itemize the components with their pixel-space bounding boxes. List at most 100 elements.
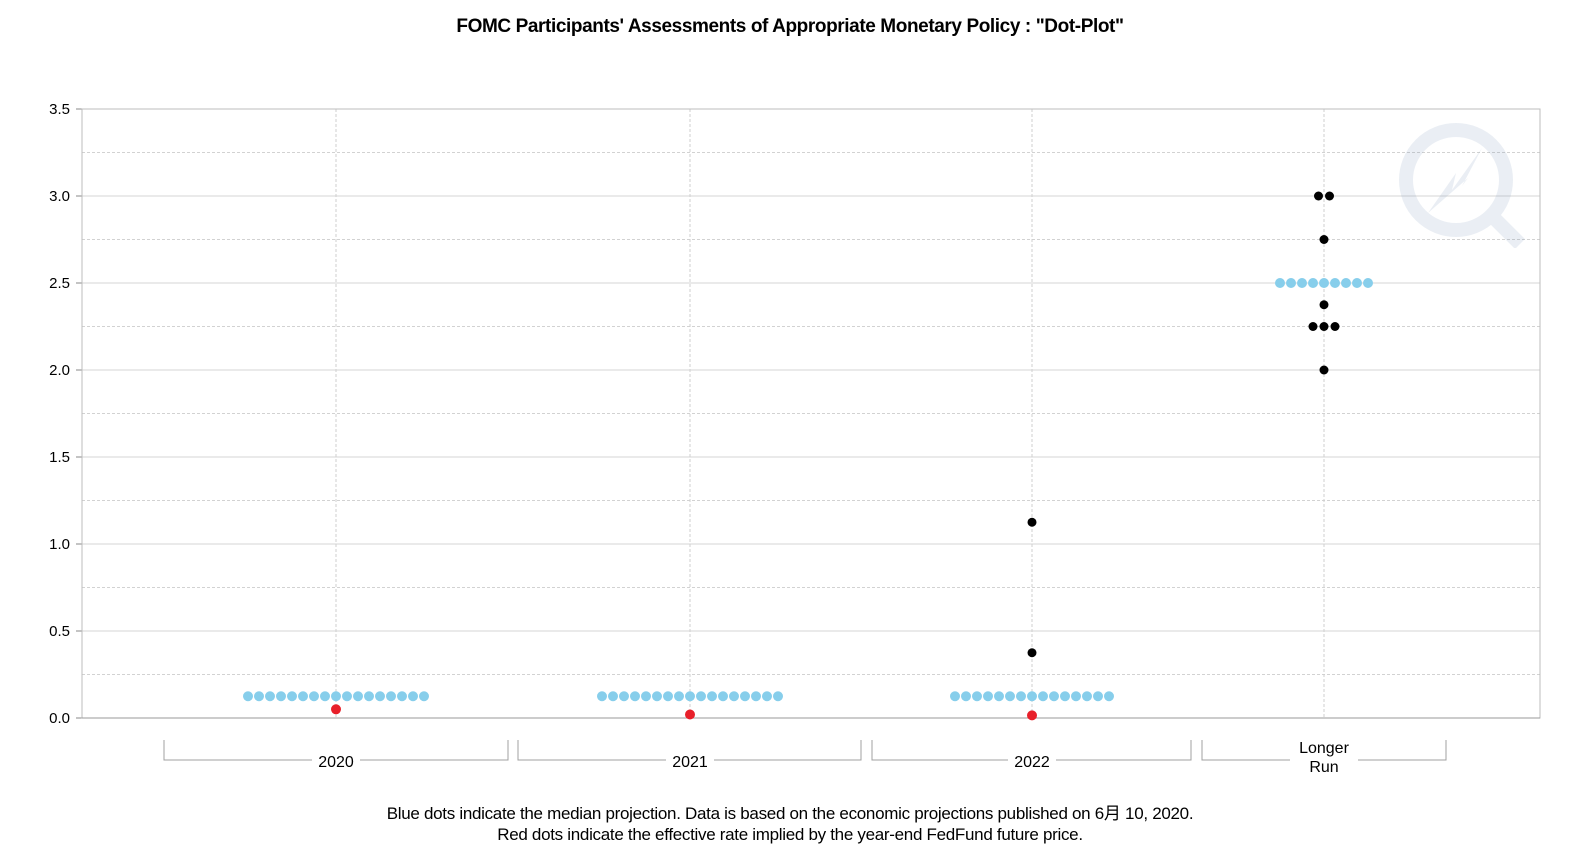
- median-dot: [408, 691, 418, 702]
- median-dot: [1341, 278, 1351, 288]
- median-dot: [751, 691, 761, 702]
- median-dot: [1038, 691, 1048, 702]
- median-dot: [1049, 691, 1059, 702]
- median-dot: [597, 691, 607, 702]
- y-tick-label: 3.5: [49, 101, 70, 118]
- median-dot: [1016, 691, 1026, 702]
- category-bracket-right: [360, 740, 509, 761]
- median-dot: [718, 691, 728, 702]
- plot-frame: [81, 108, 1541, 719]
- participants-dot: [1319, 300, 1329, 310]
- median-dot: [397, 691, 407, 702]
- median-dot: [1005, 691, 1015, 702]
- category-bracket-right: [1056, 740, 1192, 761]
- median-dot: [364, 691, 374, 702]
- footnote-line-median: Blue dots indicate the median projection…: [386, 804, 1194, 823]
- median-dot: [375, 691, 385, 702]
- axis-layer: 0.0 0.5 1.0 1.5 2.0 2.5 3.0 3.5: [49, 101, 1541, 727]
- median-dot: [386, 691, 396, 702]
- y-tick-label: 3.0: [49, 188, 70, 205]
- median-dot: [696, 691, 706, 702]
- median-dot: [619, 691, 629, 702]
- median-dot: [641, 691, 651, 702]
- category-bracket-left: [1201, 740, 1290, 761]
- median-dot: [1104, 691, 1114, 702]
- median-dot: [353, 691, 363, 702]
- median-dot: [1060, 691, 1070, 702]
- median-dot: [1330, 278, 1340, 288]
- median-dot: [630, 691, 640, 702]
- participants-dot: [1027, 517, 1037, 527]
- participants-dot: [1319, 322, 1329, 331]
- median-dot: [1071, 691, 1081, 702]
- implied-dot: [1027, 710, 1037, 721]
- median-dot: [287, 691, 297, 702]
- median-dot: [276, 691, 286, 702]
- participants-dot: [1325, 191, 1334, 201]
- y-tick-label: 2.5: [49, 275, 70, 292]
- y-tick-label: 2.0: [49, 362, 70, 379]
- grid-layer: [82, 108, 1540, 718]
- category-bracket-left: [871, 740, 1008, 761]
- median-dot: [419, 691, 429, 702]
- median-dot: [961, 691, 971, 702]
- median-dot: [331, 691, 341, 702]
- median-dot: [309, 691, 319, 702]
- participants-dot: [1319, 365, 1329, 375]
- median-dot: [1093, 691, 1103, 702]
- median-dot: [254, 691, 264, 702]
- median-dot: [1352, 278, 1362, 288]
- median-dot: [707, 691, 717, 702]
- median-dot: [729, 691, 739, 702]
- median-dot: [663, 691, 673, 702]
- category-bracket-left: [163, 740, 312, 761]
- median-dot: [685, 691, 695, 702]
- median-dot: [342, 691, 352, 702]
- implied-dot: [685, 709, 695, 720]
- y-tick-label: 1.0: [49, 536, 70, 553]
- participants-dot: [1027, 648, 1037, 658]
- median-dot: [298, 691, 308, 702]
- watermark-logo-icon: [1399, 123, 1525, 248]
- median-dot: [1275, 278, 1285, 288]
- median-dot: [265, 691, 275, 702]
- category-label: 2022: [1014, 754, 1050, 771]
- median-dot: [972, 691, 982, 702]
- category-label: Longer: [1299, 740, 1349, 757]
- median-dot: [740, 691, 750, 702]
- median-dot: [994, 691, 1004, 702]
- median-dot: [320, 691, 330, 702]
- y-tick-label: 0.5: [49, 623, 70, 640]
- category-layer: 2020 2021 2022 Longer Run: [163, 740, 1447, 776]
- median-dot: [1286, 278, 1296, 288]
- median-dot: [1363, 278, 1373, 288]
- chart-title: FOMC Participants' Assessments of Approp…: [456, 16, 1124, 37]
- participants-dot: [1319, 235, 1329, 244]
- category-label: Run: [1309, 759, 1338, 776]
- footnote-line-implied: Red dots indicate the effective rate imp…: [497, 825, 1083, 844]
- dots-layer: [243, 191, 1373, 721]
- median-dot: [608, 691, 618, 702]
- y-tick-label: 0.0: [49, 710, 70, 727]
- category-bracket-right: [714, 740, 862, 761]
- median-dot: [674, 691, 684, 702]
- category-label: 2021: [672, 754, 708, 771]
- category-label: 2020: [318, 754, 354, 771]
- category-bracket-left: [517, 740, 666, 761]
- y-tick-label: 1.5: [49, 449, 70, 466]
- median-dot: [1082, 691, 1092, 702]
- median-dot: [983, 691, 993, 702]
- participants-dot: [1308, 322, 1318, 331]
- category-bracket-right: [1358, 740, 1447, 761]
- implied-dot: [331, 704, 341, 715]
- participants-dot: [1314, 191, 1323, 201]
- footnote: Blue dots indicate the median projection…: [0, 803, 1580, 845]
- median-dot: [1308, 278, 1318, 288]
- median-dot: [1027, 691, 1037, 702]
- participants-dot: [1330, 322, 1340, 331]
- median-dot: [652, 691, 662, 702]
- median-dot: [1319, 278, 1329, 288]
- median-dot: [950, 691, 960, 702]
- median-dot: [1297, 278, 1307, 288]
